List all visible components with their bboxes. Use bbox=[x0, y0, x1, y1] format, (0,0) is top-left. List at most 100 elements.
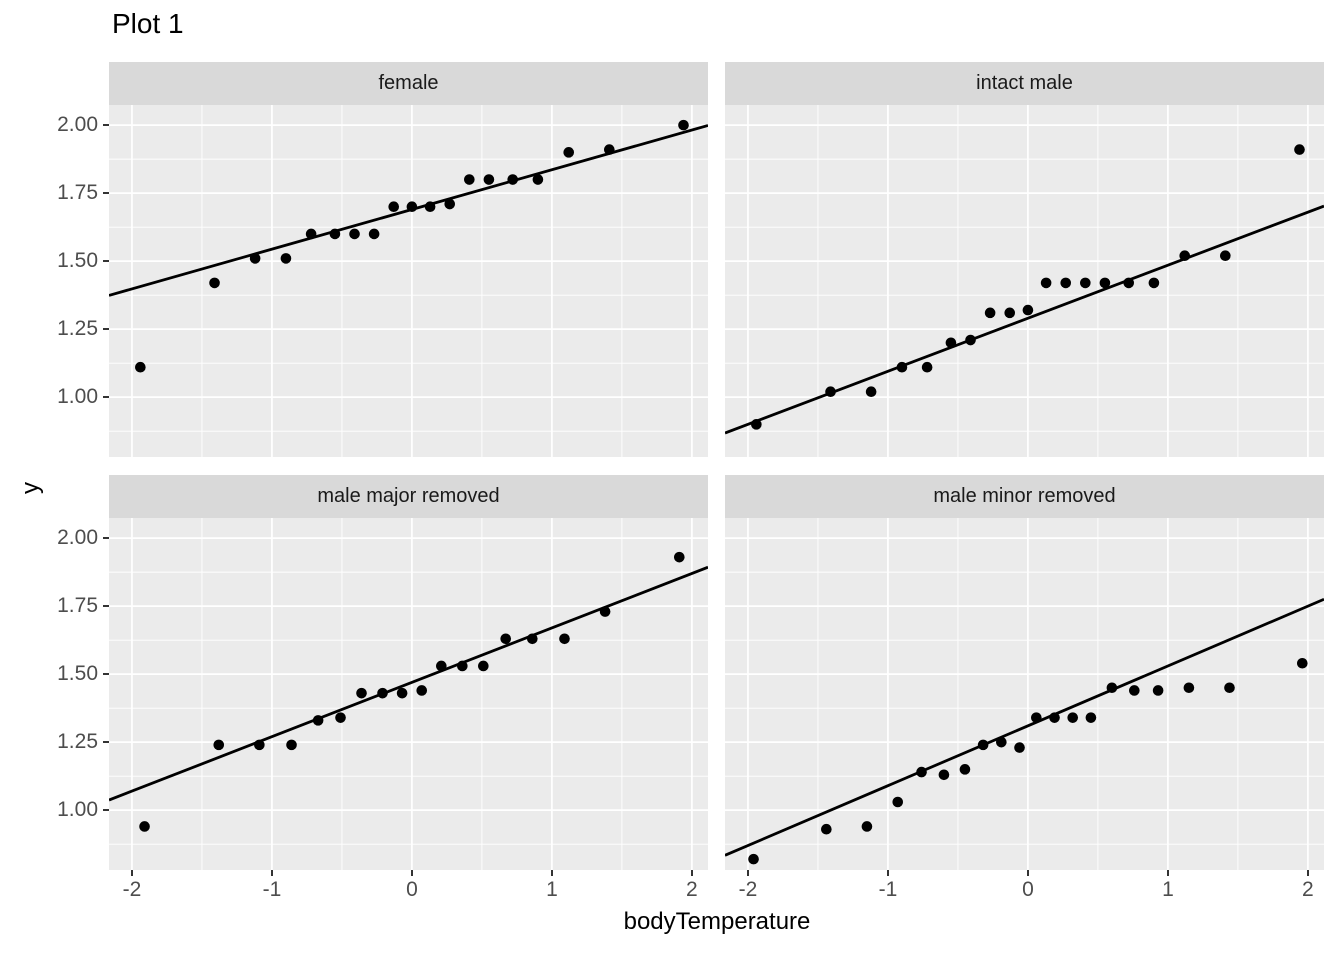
x-tick-label: 1 bbox=[1162, 878, 1174, 901]
panel-plot-area bbox=[109, 518, 708, 870]
data-point bbox=[1067, 712, 1079, 723]
data-point bbox=[921, 361, 933, 373]
x-tick-mark bbox=[886, 870, 889, 876]
data-point bbox=[1297, 657, 1308, 669]
y-tick-label: 1.25 bbox=[57, 317, 98, 341]
y-tick-mark bbox=[103, 192, 109, 195]
data-point bbox=[674, 551, 685, 563]
fit-line bbox=[109, 565, 708, 802]
data-point bbox=[139, 821, 150, 832]
data-point bbox=[984, 307, 996, 319]
x-tick-label: 2 bbox=[686, 878, 698, 901]
x-tick-label: -1 bbox=[878, 878, 898, 901]
y-tick-label: 1.75 bbox=[57, 181, 98, 205]
y-tick-mark bbox=[103, 809, 109, 812]
data-point bbox=[416, 685, 428, 696]
x-tick-label: -1 bbox=[262, 878, 282, 901]
x-tick-mark bbox=[746, 870, 749, 876]
x-tick-mark bbox=[1026, 870, 1029, 876]
data-point bbox=[527, 633, 538, 645]
data-point bbox=[1179, 250, 1191, 262]
x-tick-mark bbox=[1166, 870, 1169, 876]
data-point bbox=[1106, 682, 1118, 694]
data-point bbox=[678, 119, 689, 131]
y-tick-label: 1.50 bbox=[57, 662, 98, 686]
facet-strip-label: intact male bbox=[976, 72, 1073, 94]
y-tick-label: 2.00 bbox=[57, 113, 98, 137]
x-tick-label: 0 bbox=[406, 878, 418, 901]
data-point bbox=[280, 253, 292, 264]
data-point bbox=[406, 201, 418, 213]
data-point bbox=[356, 687, 367, 699]
plot-title: Plot 1 bbox=[112, 8, 184, 39]
panel-plot-area bbox=[109, 105, 708, 457]
x-tick-label: -2 bbox=[122, 878, 142, 901]
y-axis-title: y bbox=[17, 482, 44, 494]
data-point bbox=[1148, 277, 1160, 289]
data-point bbox=[1031, 712, 1042, 723]
data-point bbox=[254, 739, 265, 751]
data-point bbox=[751, 419, 762, 430]
data-point bbox=[977, 739, 989, 751]
x-tick-mark bbox=[270, 870, 273, 876]
x-tick-mark bbox=[410, 870, 413, 876]
data-point bbox=[861, 821, 873, 832]
facet-strip-male-major-removed: male major removed bbox=[109, 475, 708, 518]
data-point bbox=[444, 198, 456, 210]
data-point bbox=[1123, 277, 1135, 289]
data-point bbox=[965, 334, 976, 346]
x-tick-mark bbox=[690, 870, 693, 876]
scatter-panel-male-major-removed bbox=[109, 518, 708, 870]
data-point bbox=[1129, 685, 1140, 696]
y-tick-mark bbox=[103, 605, 109, 608]
data-point bbox=[305, 228, 317, 240]
x-tick-mark bbox=[130, 870, 133, 876]
data-point bbox=[599, 606, 611, 617]
x-tick-label: -2 bbox=[738, 878, 758, 901]
y-tick-label: 1.00 bbox=[57, 385, 98, 409]
x-tick-label: 0 bbox=[1022, 878, 1034, 901]
data-point bbox=[500, 633, 512, 645]
data-point bbox=[396, 687, 408, 699]
facet-strip-female: female bbox=[109, 62, 708, 105]
data-point bbox=[478, 660, 489, 672]
data-point bbox=[1224, 682, 1235, 694]
data-point bbox=[825, 386, 836, 398]
data-point bbox=[457, 660, 468, 672]
data-point bbox=[532, 174, 544, 185]
data-point bbox=[1040, 277, 1052, 289]
data-point bbox=[1004, 307, 1016, 319]
x-axis-title: bodyTemperature bbox=[623, 908, 811, 935]
data-point bbox=[748, 853, 759, 865]
data-point bbox=[1099, 277, 1111, 289]
data-point bbox=[312, 715, 324, 726]
data-point bbox=[436, 660, 447, 672]
data-point bbox=[945, 337, 957, 349]
data-point bbox=[368, 228, 380, 240]
data-point bbox=[938, 769, 950, 781]
y-tick-mark bbox=[103, 673, 109, 676]
data-point bbox=[1060, 277, 1072, 289]
data-point bbox=[1049, 712, 1060, 723]
data-point bbox=[286, 739, 297, 751]
data-point bbox=[892, 796, 904, 808]
y-tick-label: 1.75 bbox=[57, 594, 98, 618]
data-point bbox=[1183, 682, 1195, 694]
data-point bbox=[1220, 250, 1231, 262]
y-tick-mark bbox=[103, 328, 109, 331]
y-tick-mark bbox=[103, 396, 109, 399]
panel-plot-area bbox=[725, 518, 1324, 870]
data-point bbox=[135, 361, 146, 373]
scatter-panel-intact-male bbox=[725, 105, 1324, 457]
y-tick-mark bbox=[103, 537, 109, 540]
data-point bbox=[896, 361, 908, 373]
data-point bbox=[996, 736, 1007, 748]
data-point bbox=[388, 201, 400, 213]
y-tick-label: 1.00 bbox=[57, 798, 98, 822]
data-point bbox=[483, 174, 495, 185]
data-point bbox=[821, 823, 832, 835]
data-point bbox=[1085, 712, 1097, 723]
data-point bbox=[464, 174, 475, 185]
x-tick-mark bbox=[550, 870, 553, 876]
facet-strip-male-minor-removed: male minor removed bbox=[725, 475, 1324, 518]
